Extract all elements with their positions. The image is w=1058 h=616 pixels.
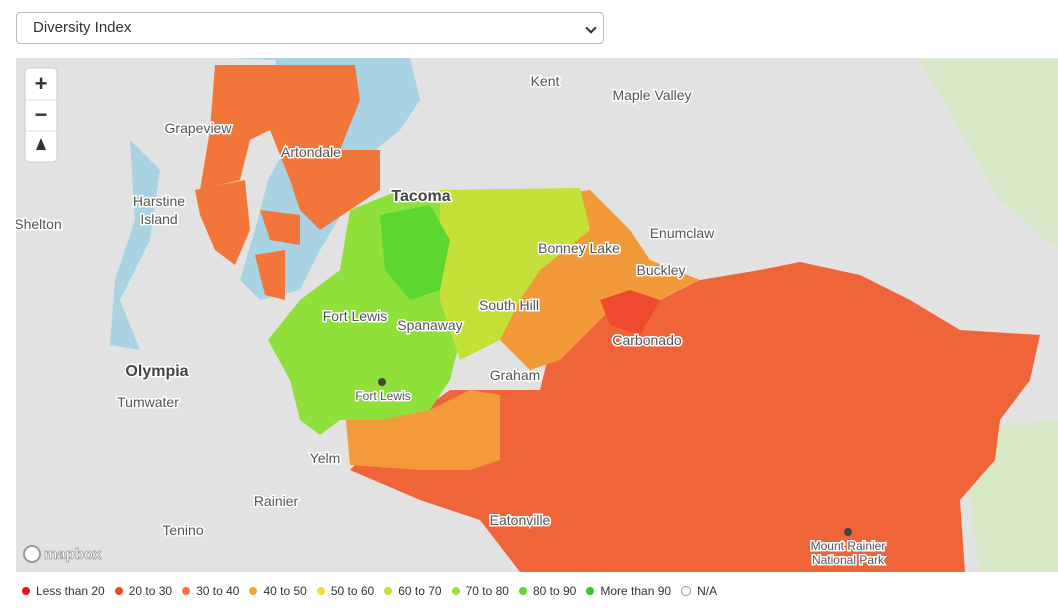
place-label: Bonney Lake xyxy=(538,240,620,256)
region xyxy=(195,180,250,265)
place-label: Rainier xyxy=(254,493,299,509)
place-label: Spanaway xyxy=(397,317,462,333)
legend-item: 40 to 50 xyxy=(249,584,307,598)
place-label: Harstine xyxy=(133,193,185,209)
legend: Less than 20 20 to 30 30 to 40 40 to 50 50 t… xyxy=(22,584,727,598)
legend-item: 20 to 30 xyxy=(114,584,173,598)
region xyxy=(260,210,300,245)
legend-item: 80 to 90 xyxy=(518,584,577,598)
legend-label: Less than 20 xyxy=(36,584,105,598)
parkland xyxy=(920,60,1058,572)
legend-swatch xyxy=(681,586,692,596)
place-label: Kent xyxy=(531,73,560,89)
dropdown[interactable]: Diversity Index xyxy=(16,12,604,44)
place-label: South Hill xyxy=(479,297,539,313)
legend-swatch xyxy=(518,587,527,595)
legend-item: 60 to 70 xyxy=(384,584,442,598)
legend-item: 30 to 40 xyxy=(182,584,239,598)
place-label: Fort Lewis xyxy=(323,308,388,324)
place-label: Tenino xyxy=(162,522,203,538)
zoom-in[interactable]: + xyxy=(35,71,48,96)
legend-label: 30 to 40 xyxy=(196,584,240,598)
poi-marker xyxy=(378,378,386,386)
place-label: Grapeview xyxy=(165,120,233,136)
place-label: Graham xyxy=(490,367,541,383)
place-label: National Park xyxy=(812,553,885,567)
legend-swatch xyxy=(249,587,258,595)
place-label: Artondale xyxy=(281,144,341,160)
legend-item: Less than 20 xyxy=(22,584,105,598)
legend-swatch xyxy=(451,587,460,595)
legend-swatch xyxy=(114,587,123,595)
place-label: Tacoma xyxy=(391,188,450,205)
place-label: Olympia xyxy=(125,363,188,380)
legend-swatch xyxy=(586,587,595,595)
compass[interactable] xyxy=(36,138,46,150)
region xyxy=(200,65,380,230)
attribution[interactable]: mapbox xyxy=(44,546,103,564)
legend-item: 50 to 60 xyxy=(316,584,375,598)
place-label: Maple Valley xyxy=(612,87,691,103)
legend-item: More than 90 xyxy=(586,584,671,598)
place-label: Enumclaw xyxy=(650,225,715,241)
place-label: Mount Rainier xyxy=(811,539,886,553)
legend-swatch xyxy=(182,587,191,595)
place-label: Island xyxy=(140,211,177,227)
region xyxy=(380,205,450,300)
legend-swatch xyxy=(22,587,30,595)
place-label: Buckley xyxy=(636,262,685,278)
legend-item: 70 to 80 xyxy=(451,584,509,598)
place-label: Fort Lewis xyxy=(355,389,410,403)
legend-item: N/A xyxy=(681,584,717,598)
zoom-out[interactable]: − xyxy=(35,102,48,127)
legend-label: 40 to 50 xyxy=(263,584,307,598)
region xyxy=(255,250,285,300)
mapbox-logo xyxy=(23,545,41,563)
legend-label: 60 to 70 xyxy=(398,584,442,598)
legend-label: 50 to 60 xyxy=(330,584,375,598)
region xyxy=(350,262,1040,572)
legend-label: 70 to 80 xyxy=(465,584,509,598)
map[interactable]: Kent Maple Valley Grapeview Artondale Ta… xyxy=(16,58,1058,572)
place-label: Eatonville xyxy=(490,512,551,528)
region xyxy=(440,188,590,360)
place-label: Carbonado xyxy=(612,332,681,348)
place-label: Shelton xyxy=(16,216,62,232)
legend-label: More than 90 xyxy=(600,584,672,598)
region xyxy=(600,290,660,335)
zoom-controls xyxy=(24,67,58,163)
place-label: Tumwater xyxy=(117,394,179,410)
poi-marker xyxy=(844,528,852,536)
legend-swatch xyxy=(316,587,325,595)
legend-label: 20 to 30 xyxy=(128,584,173,598)
legend-swatch xyxy=(384,587,393,595)
place-label: Yelm xyxy=(310,450,341,466)
legend-label: 80 to 90 xyxy=(532,584,577,598)
legend-label: N/A xyxy=(697,584,718,598)
